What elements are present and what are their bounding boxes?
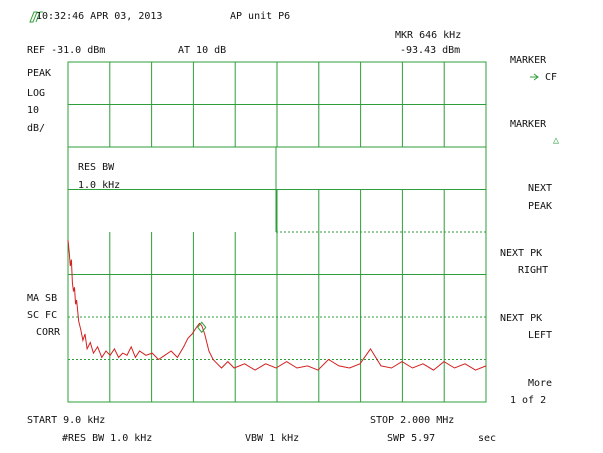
softkey[interactable]: NEXT PK [500, 313, 542, 324]
vbw: VBW 1 kHz [245, 433, 299, 444]
left-label: CORR [36, 327, 61, 338]
softkey[interactable]: MARKER [510, 119, 547, 130]
softkey[interactable]: NEXT PK [500, 248, 542, 259]
softkey[interactable]: 1 of 2 [510, 395, 546, 406]
sweep-unit: sec [478, 433, 496, 444]
stop-freq: STOP 2.000 MHz [370, 415, 454, 426]
annotation: RES BW [78, 162, 115, 173]
logo [29, 11, 43, 23]
softkey[interactable]: RIGHT [518, 265, 548, 276]
softkey[interactable]: More [528, 378, 552, 389]
annotation: 1.0 kHz [78, 180, 120, 191]
marker-readout: MKR 646 kHz [395, 30, 461, 41]
attenuation: AT 10 dB [178, 45, 226, 56]
softkey[interactable]: NEXT [528, 183, 552, 194]
timestamp: 10:32:46 APR 03, 2013 [36, 11, 162, 22]
rbw: #RES BW 1.0 kHz [62, 433, 152, 444]
title: AP unit P6 [230, 11, 290, 22]
left-label: PEAK [27, 68, 51, 79]
trace [67, 240, 487, 371]
ref-level: REF -31.0 dBm [27, 45, 105, 56]
arrow-icon [530, 73, 539, 81]
start-freq: START 9.0 kHz [27, 415, 105, 426]
marker-level: -93.43 dBm [400, 45, 460, 56]
marker [197, 321, 207, 334]
sweep: SWP 5.97 [387, 433, 435, 444]
softkey[interactable]: MARKER [510, 55, 547, 66]
softkey[interactable]: LEFT [528, 330, 552, 341]
softkey[interactable]: △ [553, 135, 559, 146]
left-label: 10 [27, 105, 39, 116]
left-label: LOG [27, 88, 45, 99]
left-label: dB/ [27, 123, 45, 134]
softkey[interactable]: PEAK [528, 201, 552, 212]
softkey[interactable]: CF [545, 72, 557, 83]
left-label: SC FC [27, 310, 57, 321]
left-label: MA SB [27, 293, 57, 304]
graticule [67, 61, 487, 403]
